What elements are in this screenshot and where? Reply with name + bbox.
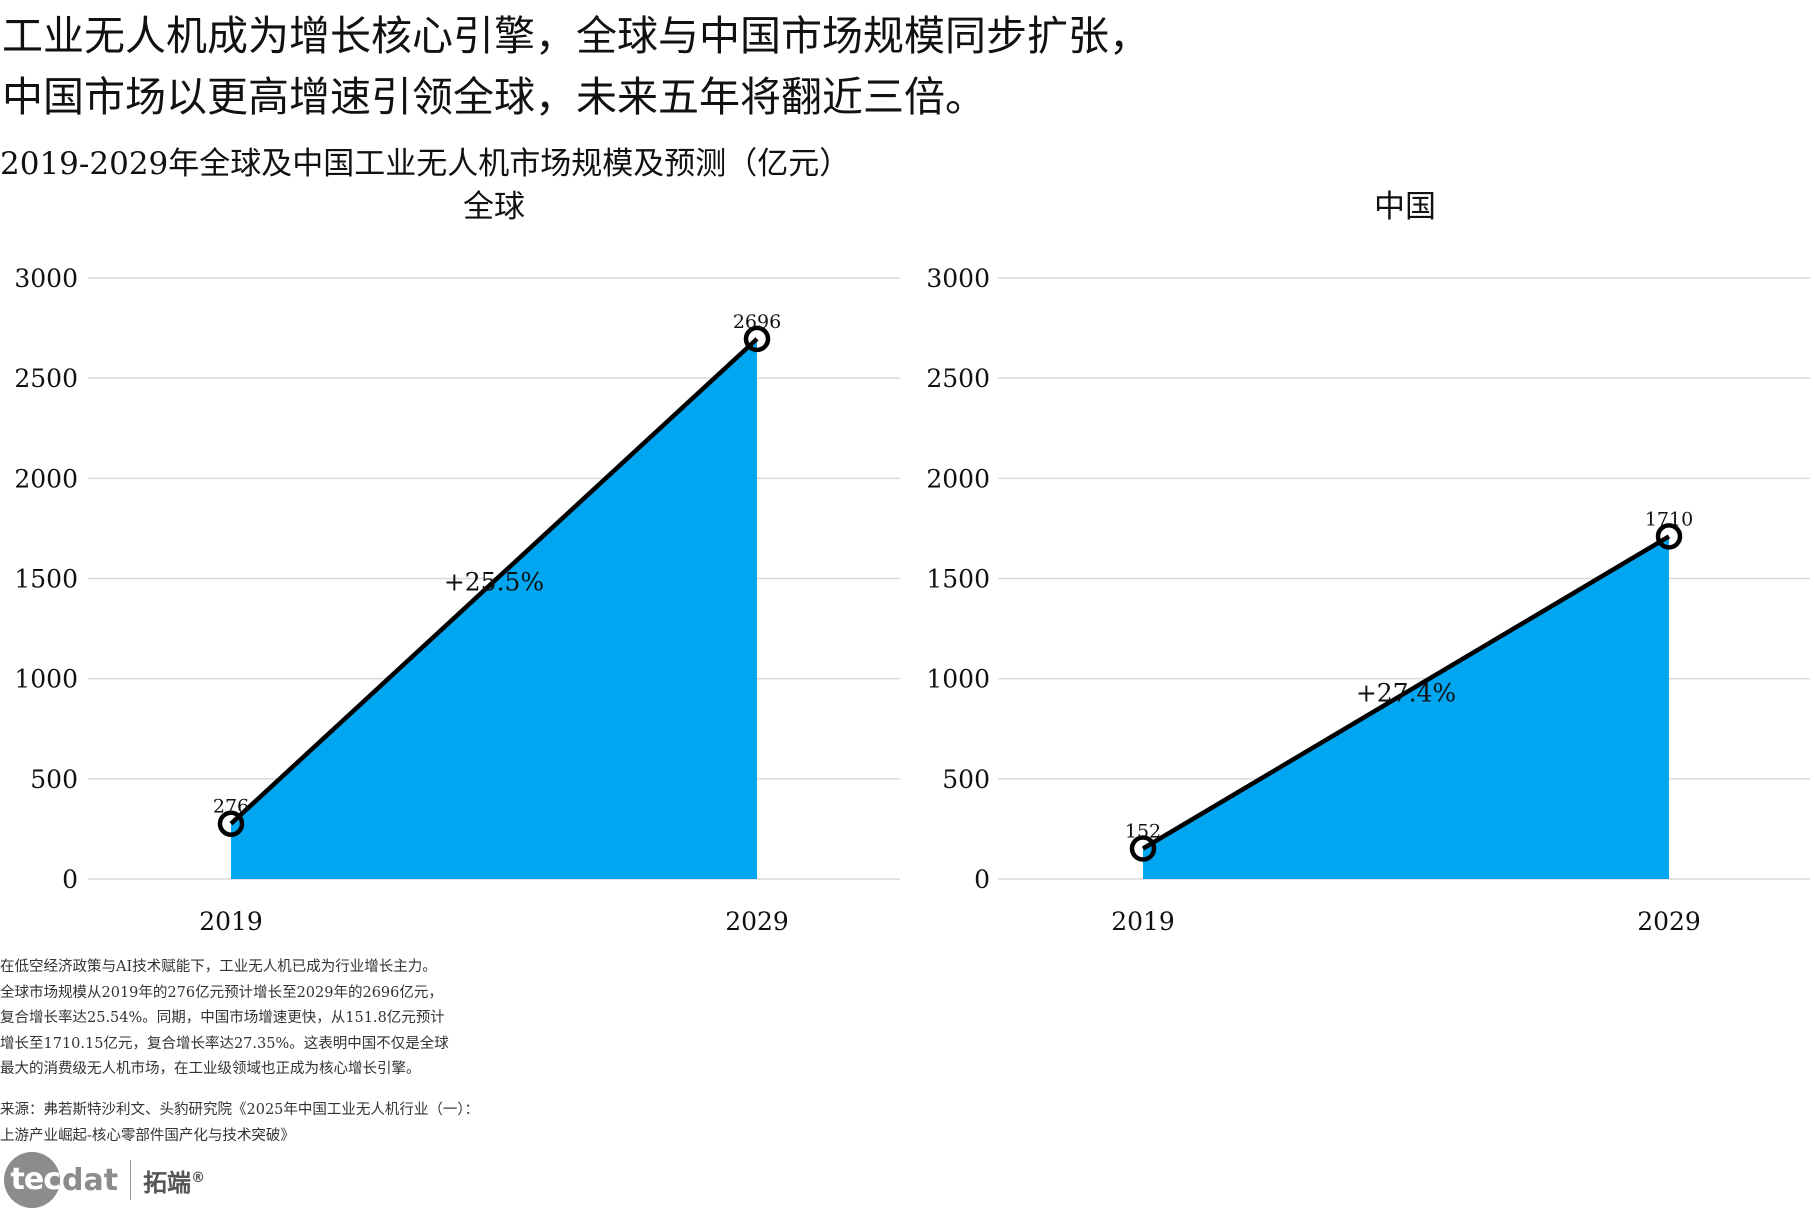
chart-subtitle: 2019-2029年全球及中国工业无人机市场规模及预测（亿元） bbox=[0, 146, 851, 182]
data-point bbox=[1655, 523, 1683, 550]
source-note: 来源：弗若斯特沙利文、头豹研究院《2025年中国工业无人机行业（一）： 上游产业… bbox=[0, 1098, 479, 1149]
description-line: 在低空经济政策与AI技术赋能下，工业无人机已成为行业增长主力。 bbox=[0, 959, 437, 975]
description-line: 增长至1710.15亿元，复合增长率达27.35%。这表明中国不仅是全球 bbox=[0, 1035, 449, 1052]
x-tick-label: 2029 bbox=[725, 907, 789, 936]
source-line: 来源：弗若斯特沙利文、头豹研究院《2025年中国工业无人机行业（一）： bbox=[0, 1102, 480, 1118]
logo-cn-name: 拓端 bbox=[143, 1168, 192, 1197]
logo-mark: tec bbox=[4, 1152, 61, 1208]
y-tick-label: 2500 bbox=[926, 364, 990, 393]
y-tick-label: 500 bbox=[30, 765, 78, 794]
source-line: 上游产业崛起-核心零部件国产化与技术突破》 bbox=[0, 1127, 295, 1144]
area-fill bbox=[1143, 536, 1669, 879]
y-tick-label: 0 bbox=[62, 865, 78, 894]
charts-svg: 全球 0 500 1000 1500 2000 2500 3000 276 2019 2696 202… bbox=[14, 189, 1810, 936]
panel-title: 全球 bbox=[463, 189, 525, 225]
x-tick-label: 2019 bbox=[199, 907, 263, 936]
y-tick-label: 1000 bbox=[14, 665, 78, 694]
y-tick-label: 0 bbox=[974, 865, 990, 894]
y-tick-label: 1500 bbox=[14, 565, 78, 594]
y-tick-label: 2000 bbox=[14, 464, 78, 493]
headline-line-1: 工业无人机成为增长核心引擎，全球与中国市场规模同步扩张， bbox=[2, 12, 1150, 60]
data-point bbox=[1129, 835, 1157, 862]
series-line bbox=[1141, 534, 1671, 851]
panel-title: 中国 bbox=[1374, 189, 1436, 225]
logo-text: dat bbox=[62, 1162, 119, 1198]
y-tick-label: 3000 bbox=[926, 264, 990, 293]
area-fill bbox=[231, 338, 757, 879]
y-tick-label: 2500 bbox=[14, 364, 78, 393]
growth-annotation: +27.4% bbox=[1356, 678, 1456, 707]
headline-line-2: 中国市场以更高增速引领全球，未来五年将翻近三倍。 bbox=[2, 73, 986, 121]
y-tick-label: 500 bbox=[942, 765, 990, 794]
x-tick-label: 2029 bbox=[1637, 907, 1701, 936]
description-line: 最大的消费级无人机市场，在工业级领域也正成为核心增长引擎。 bbox=[0, 1061, 421, 1077]
description: 在低空经济政策与AI技术赋能下，工业无人机已成为行业增长主力。 全球市场规模从2… bbox=[0, 955, 540, 1083]
headline: 工业无人机成为增长核心引擎，全球与中国市场规模同步扩张， 中国市场以更高增速引领… bbox=[2, 6, 1402, 128]
y-tick-label: 2000 bbox=[926, 464, 990, 493]
y-tick-label: 3000 bbox=[14, 264, 78, 293]
growth-annotation: +25.5% bbox=[444, 567, 544, 596]
logo-divider bbox=[130, 1160, 132, 1200]
data-point bbox=[743, 325, 771, 353]
data-label: 1710 bbox=[1645, 508, 1693, 530]
logo-cn-text: 拓端® bbox=[143, 1163, 205, 1198]
data-point bbox=[217, 810, 245, 837]
data-label: 276 bbox=[213, 796, 249, 818]
x-tick-label: 2019 bbox=[1111, 907, 1175, 936]
series-line bbox=[229, 337, 759, 826]
description-line: 全球市场规模从2019年的276亿元预计增长至2029年的2696亿元， bbox=[0, 984, 443, 1001]
tecdat-logo: tec dat 拓端® bbox=[4, 1150, 205, 1210]
data-label: 152 bbox=[1125, 821, 1161, 843]
description-line: 复合增长率达25.54%。同期，中国市场增速更快，从151.8亿元预计 bbox=[0, 1010, 445, 1026]
y-tick-label: 1500 bbox=[926, 565, 990, 594]
logo-registered: ® bbox=[191, 1169, 206, 1186]
y-tick-label: 1000 bbox=[926, 665, 990, 694]
data-label: 2696 bbox=[733, 311, 781, 333]
